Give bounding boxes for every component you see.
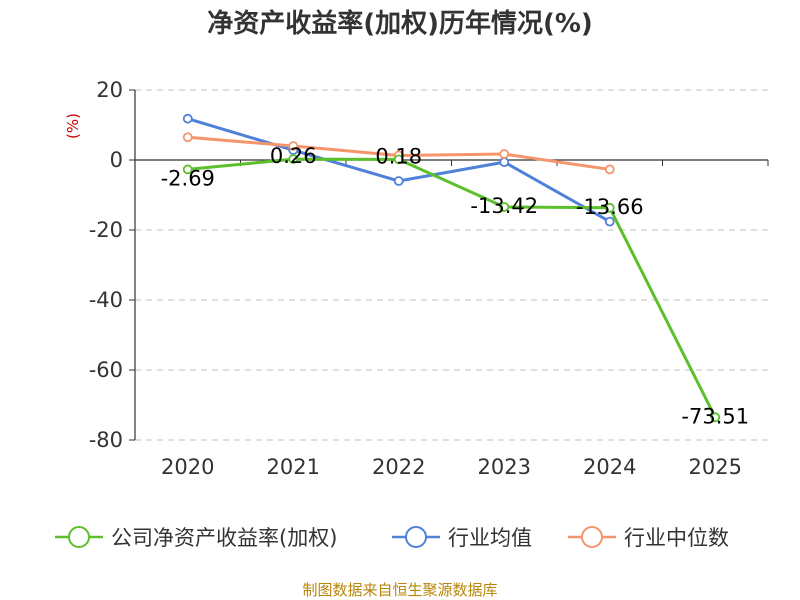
- x-tick-label: 2021: [267, 455, 320, 479]
- legend-marker-icon: [68, 526, 90, 548]
- data-label: 0.26: [270, 144, 317, 168]
- legend-item[interactable]: 公司净资产收益率(加权): [55, 526, 337, 550]
- legend-label: 公司净资产收益率(加权): [111, 526, 337, 550]
- data-point[interactable]: [182, 132, 193, 143]
- series-0: [182, 154, 721, 423]
- legend-label: 行业中位数: [624, 526, 729, 550]
- axes: [129, 89, 769, 441]
- x-tick-labels: 2020 2021 2022 2023 2024 2025: [161, 455, 742, 479]
- x-tick-label: 2025: [689, 455, 742, 479]
- data-point[interactable]: [288, 141, 299, 151]
- data-point[interactable]: [604, 202, 615, 213]
- data-label: -13.42: [470, 194, 538, 218]
- data-point[interactable]: [393, 154, 404, 165]
- data-source-note: 制图数据来自恒生聚源数据库: [302, 581, 497, 599]
- data-label: 0.18: [375, 144, 422, 168]
- y-tick-labels: 20 0 -20 -40 -60 -80: [89, 78, 123, 452]
- legend-label: 行业均值: [448, 526, 532, 550]
- y-tick-label: 0: [110, 148, 123, 172]
- y-tick-label: -80: [89, 428, 123, 452]
- data-label: -73.51: [681, 404, 749, 428]
- x-tick-label: 2024: [583, 455, 636, 479]
- data-point[interactable]: [182, 113, 193, 124]
- data-point[interactable]: [182, 164, 193, 175]
- series-lines: [182, 113, 721, 423]
- chart-title: 净资产收益率(加权)历年情况(%): [207, 8, 593, 39]
- y-axis-unit-label: (%): [64, 113, 82, 139]
- y-tick-label: -40: [89, 288, 123, 312]
- series-line: [187, 157, 717, 418]
- gridlines: [135, 89, 768, 441]
- data-point[interactable]: [288, 154, 299, 164]
- data-point[interactable]: [604, 164, 615, 175]
- data-point[interactable]: [393, 176, 404, 186]
- data-label: -2.69: [161, 166, 215, 190]
- y-tick-label: -60: [89, 358, 123, 382]
- series-1: [182, 113, 615, 227]
- data-point[interactable]: [499, 202, 510, 212]
- x-tick-label: 2022: [372, 455, 425, 479]
- data-label: -13.66: [576, 195, 644, 219]
- legend[interactable]: 公司净资产收益率(加权) 行业均值 行业中位数: [55, 526, 729, 550]
- x-tick-label: 2023: [478, 455, 531, 479]
- data-point[interactable]: [499, 149, 510, 159]
- y-tick-label: 20: [96, 78, 123, 102]
- data-point[interactable]: [604, 216, 615, 227]
- y-tick-label: -20: [89, 218, 123, 242]
- x-tick-label: 2020: [161, 455, 214, 479]
- legend-item[interactable]: 行业均值: [392, 526, 532, 550]
- legend-item[interactable]: 行业中位数: [568, 526, 729, 550]
- data-point[interactable]: [499, 157, 510, 168]
- legend-marker-icon: [581, 526, 603, 548]
- legend-marker-icon: [405, 526, 427, 548]
- data-point[interactable]: [710, 412, 721, 423]
- data-labels: -2.69 0.26 0.18 -13.42 -13.66 -73.51: [161, 144, 750, 428]
